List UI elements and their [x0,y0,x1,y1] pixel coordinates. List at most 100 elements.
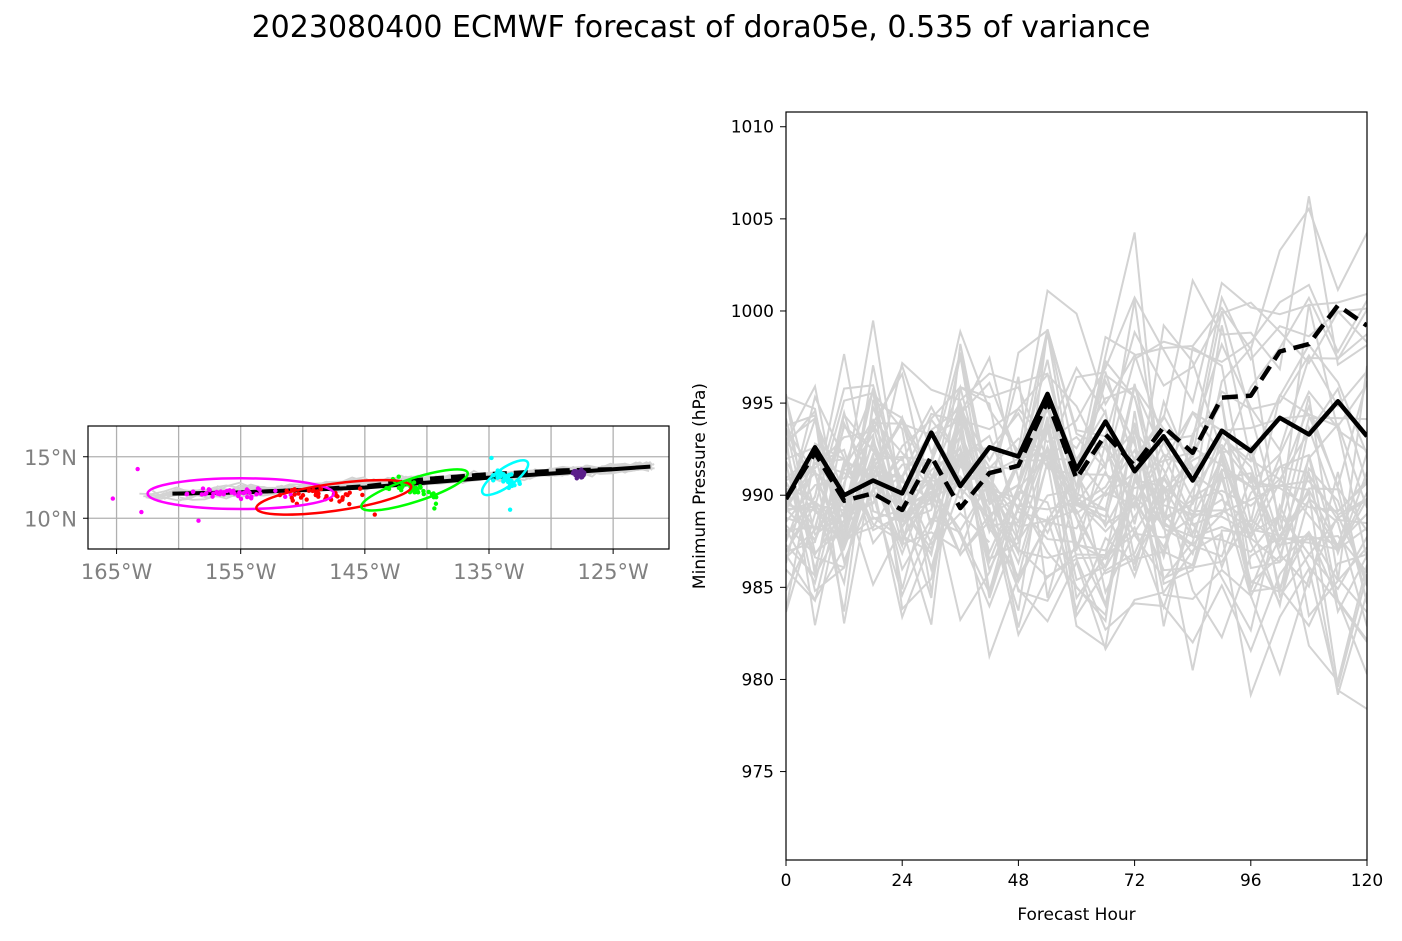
map-xtick-label: 155°W [205,560,277,584]
map-xtick-label: 165°W [81,560,153,584]
spread-ellipse [480,459,530,497]
cluster-point [491,478,496,483]
pressure-xtick-label: 120 [1351,871,1383,891]
cluster-point [581,472,586,477]
ensemble-pressure-line [786,389,1367,688]
cluster-point [110,496,116,501]
cluster-point [257,487,262,493]
pressure-ytick-label: 1005 [731,210,774,230]
cluster-point [210,494,215,499]
cluster-point [335,494,340,499]
cluster-point [418,485,423,490]
map-xtick-label: 135°W [453,560,525,584]
cluster-point [360,492,365,498]
cluster-point [489,455,494,461]
cluster-point [139,509,144,515]
ensemble-pressure-line [786,390,1367,615]
cluster-point [190,489,196,495]
pressure-xtick-label: 0 [781,871,792,891]
cluster-point [415,490,421,495]
cluster-point [304,497,309,502]
map-plot-area [88,426,669,549]
cluster-point [244,494,250,500]
cluster-point [273,488,278,494]
cluster-point [504,477,510,483]
cluster-point [433,501,439,506]
cluster-point [258,491,263,496]
cluster-point [306,488,312,493]
cluster-point [396,474,401,479]
cluster-point [496,472,501,478]
cluster-point [184,491,190,497]
cluster-point [283,494,288,500]
cluster-point [502,473,507,479]
cluster-point [573,472,578,478]
cluster-point [298,495,304,500]
ensemble-pressure-line [786,365,1367,602]
cluster-point [207,487,212,493]
cluster-point [372,512,377,517]
cluster-point [200,486,206,491]
cluster-point [345,492,350,498]
spread-ellipse [359,468,470,512]
map-ytick-label: 15°N [24,446,77,470]
pressure-chart-panel: 0 24 48 72 96 120 975 980 985 990 995 1000 1005 1010 F… [690,111,1383,925]
map-frame [87,425,670,550]
cluster-point [311,487,316,493]
cluster-point [289,495,295,501]
pressure-frame [785,111,1368,861]
cluster-point [196,518,201,523]
cluster-point [215,491,220,496]
y-axis-label: Minimum Pressure (hPa) [690,383,710,589]
cluster-point [237,490,242,495]
spread-ellipse [146,477,336,511]
cluster-point [577,471,583,477]
cluster-point [396,485,402,491]
deterministic-pressure-line [786,303,1367,513]
cluster-point [347,501,352,507]
ensemble-pressure-line [786,206,1367,553]
cluster-point [296,491,301,496]
cluster-point [315,489,320,494]
cluster-point [202,491,208,497]
figure-title: 2023080400 ECMWF forecast of dora05e, 0.… [251,10,1151,45]
cluster-point [231,488,236,493]
cluster-point [337,499,342,504]
pressure-ytick-label: 985 [742,578,774,598]
cluster-point [432,506,437,511]
pressure-ytick-label: 990 [742,486,774,506]
map-xtick-label: 125°W [577,560,649,584]
pressure-xtick-label: 48 [1008,871,1030,891]
pressure-plot-area [786,196,1367,710]
cluster-point [357,486,363,491]
cluster-point [421,491,426,497]
ensemble-pressure-line [786,353,1367,524]
cluster-point [411,480,417,485]
cluster-point [199,492,205,497]
cluster-point [507,507,513,512]
cluster-point [501,479,506,484]
cluster-point [236,493,241,499]
pressure-xtick-label: 96 [1240,871,1262,891]
cluster-point [292,492,297,497]
track-map-panel: 165°W 155°W 145°W 135°W 125°W 15°N 10°N [24,425,670,584]
cluster-point [426,489,431,495]
ensemble-pressure-line [786,420,1367,695]
ensemble-pressure-line [786,281,1367,537]
pressure-xtick-label: 24 [891,871,913,891]
cluster-point [135,466,140,472]
pressure-ytick-label: 975 [742,763,774,783]
cluster-point [238,496,244,502]
pressure-ytick-label: 1000 [731,302,774,322]
x-axis-label: Forecast Hour [1017,905,1135,925]
pressure-ytick-label: 980 [742,670,774,690]
pressure-ytick-label: 995 [742,394,774,414]
map-xtick-label: 145°W [329,560,401,584]
ensemble-pressure-line [786,410,1367,624]
pressure-ytick-label: 1010 [731,118,774,138]
cluster-point [241,491,246,496]
spread-ellipse [255,478,413,516]
cluster-point [254,492,259,497]
cluster-point [401,482,406,487]
